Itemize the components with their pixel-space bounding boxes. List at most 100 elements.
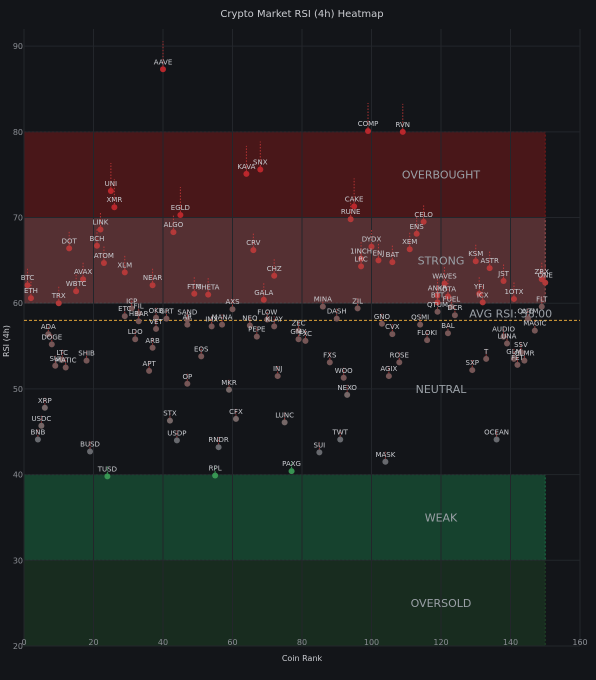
data-point-atom	[100, 259, 107, 266]
point-label: GMX	[290, 328, 306, 336]
y-axis-label: RSI (4h)	[2, 325, 11, 357]
point-label: AR	[182, 314, 192, 322]
point-label: MANA	[212, 314, 233, 322]
point-label: USDC	[31, 415, 51, 423]
data-point-icx	[479, 299, 486, 306]
data-point-near	[149, 282, 156, 289]
point-label: KSM	[468, 250, 483, 258]
point-label: EOS	[194, 345, 209, 353]
point-label: ZEC	[291, 320, 305, 328]
data-point-theta	[205, 291, 212, 298]
data-point-woo	[340, 374, 347, 381]
x-tick-label: 100	[364, 638, 379, 647]
data-point-rose	[396, 359, 403, 366]
zone-bands	[23, 131, 546, 647]
point-label: DOT	[62, 237, 78, 245]
x-tick-label: 80	[297, 638, 307, 647]
point-label: FXC	[299, 330, 312, 338]
data-point-dcr	[451, 312, 458, 319]
data-point-qntm	[524, 315, 531, 322]
data-point-bal	[444, 330, 451, 337]
point-label: WAVES	[432, 273, 457, 281]
data-point-bat	[389, 259, 396, 266]
data-point-twt	[337, 436, 344, 443]
data-point-fxs	[326, 359, 333, 366]
data-point-ocean	[493, 436, 500, 443]
data-point-gno	[378, 320, 385, 327]
y-tick-label: 90	[13, 42, 23, 51]
data-point-eos	[198, 353, 205, 360]
point-label: DYDX	[362, 236, 382, 244]
data-point-aave	[160, 66, 166, 73]
point-label: BAT	[386, 251, 400, 259]
data-point-bnb	[34, 436, 41, 443]
data-point-qtum	[434, 308, 441, 315]
chart-title: Crypto Market RSI (4h) Heatmap	[220, 9, 383, 20]
data-point-lrc	[358, 263, 365, 270]
point-label: QNTM	[517, 308, 538, 316]
point-label: CAKE	[345, 195, 364, 203]
point-label: MASK	[375, 451, 395, 459]
point-label: UNI	[105, 180, 117, 188]
data-point-ltc	[59, 356, 66, 363]
point-label: OP	[182, 373, 192, 381]
point-label: TWT	[331, 428, 348, 436]
point-label: SUI	[49, 355, 61, 363]
data-point-iota	[444, 293, 451, 300]
x-tick-label: 120	[433, 638, 448, 647]
point-label: 1INCH	[350, 248, 372, 256]
point-label: CRV	[246, 239, 260, 247]
point-label: BTT	[431, 291, 445, 299]
data-point-stx	[166, 417, 173, 424]
data-point-comp	[365, 127, 372, 134]
data-point-enj	[375, 257, 382, 264]
point-label: HBAR	[129, 310, 149, 318]
data-point-btc	[24, 282, 31, 289]
point-label: LINK	[93, 219, 109, 227]
point-label: XRP	[38, 397, 52, 405]
point-label: JST	[497, 270, 510, 278]
zone-label-oversold: OVERSOLD	[411, 597, 472, 610]
data-point-ssv	[517, 349, 524, 356]
data-point-floki	[424, 337, 431, 344]
point-label: BTC	[21, 274, 35, 282]
x-tick-label: 60	[227, 638, 237, 647]
data-point-celo	[420, 218, 427, 225]
point-label: FLT	[536, 296, 548, 304]
point-label: ANKR	[428, 285, 448, 293]
y-tick-label: 60	[13, 299, 23, 308]
data-point-ens	[413, 230, 420, 237]
point-label: SXP	[466, 359, 479, 367]
point-label: PEPE	[248, 326, 265, 334]
data-point-eth	[27, 295, 34, 302]
data-point-jst	[500, 277, 507, 284]
point-label: DASH	[327, 308, 347, 316]
data-point-gala	[260, 296, 267, 303]
data-point-usdc	[38, 422, 45, 429]
point-label: AGIX	[380, 365, 397, 373]
data-point-ldo	[132, 336, 139, 343]
point-label: WBTC	[66, 280, 87, 288]
data-point-bch	[93, 242, 100, 249]
point-label: DCR	[447, 304, 462, 312]
y-tick-label: 30	[13, 556, 23, 565]
point-label: OKB	[149, 307, 164, 315]
point-label: 1OTX	[504, 288, 523, 296]
data-point-matic	[62, 364, 69, 371]
data-points	[24, 66, 549, 480]
point-label: ADA	[41, 323, 56, 331]
point-label: KLAY	[266, 315, 284, 323]
data-point-rune	[347, 216, 354, 223]
x-axis-ticks: 0 20 40 60 80 100 120 140 160	[21, 638, 587, 647]
data-point-avax	[80, 276, 87, 283]
point-label: RPL	[209, 464, 222, 472]
point-label: WOO	[335, 367, 353, 375]
point-label: FIL	[134, 303, 144, 311]
zone-band-weak	[23, 474, 546, 561]
point-label: RUNE	[341, 208, 361, 216]
point-label: LTC	[56, 349, 68, 357]
data-point-qsmi	[417, 321, 424, 328]
data-point-dash	[333, 315, 340, 322]
point-label: AXS	[225, 298, 240, 306]
